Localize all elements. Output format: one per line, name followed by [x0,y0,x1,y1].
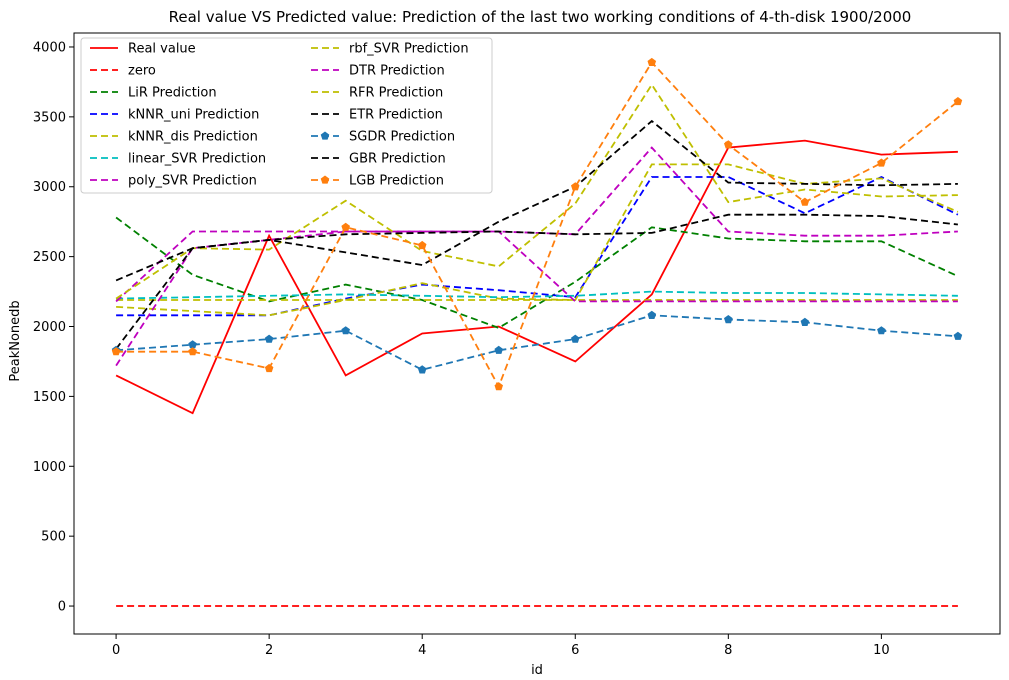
legend-box [80,37,493,194]
point-lgb-prediction-7 [647,57,657,66]
series-line-rfr-prediction [115,83,958,300]
legend: Real value zero LiR Prediction kNNR_uni Pre… [80,37,493,194]
point-sgdr-prediction-3 [341,326,350,335]
y-tick-label-3: 1500 [33,390,66,405]
legend-marker-lgb-prediction [320,175,330,184]
point-lgb-prediction-4 [417,240,427,250]
x-tick-label-5: 10 [873,643,890,658]
point-lgb-prediction-3 [341,222,350,231]
legend-label-zero: zero [128,64,156,79]
y-tick-label-1: 500 [41,530,66,545]
legend-label-lir-prediction: LiR Prediction [128,86,217,101]
plot-frame [73,32,1001,635]
y-axis-label: PeakNonedb [8,300,23,381]
legend-item-knnr-dis-prediction: kNNR_dis Prediction [90,130,258,145]
series-group [111,57,963,607]
point-sgdr-prediction-4 [417,365,427,374]
legend-label-rfr-prediction: RFR Prediction [349,86,443,101]
x-tick-label-4: 8 [724,643,732,658]
series-line-lir-prediction [115,216,959,329]
point-lgb-prediction-10 [877,158,886,167]
plot-area [111,57,963,607]
legend-label-linear-svr-prediction: linear_SVR Prediction [128,152,266,167]
x-tick-label-0: 0 [112,643,120,658]
legend-item-sgdr-prediction: SGDR Prediction [311,130,455,145]
legend-label-real-value: Real value [128,42,196,57]
legend-item-knnr-uni-prediction: kNNR_uni Prediction [90,108,259,123]
legend-label-lgb-prediction: LGB Prediction [349,174,444,189]
x-tick-label-1: 2 [265,643,273,658]
legend-label-gbr-prediction: GBR Prediction [349,152,446,167]
legend-label-etr-prediction: ETR Prediction [349,108,443,123]
legend-item-etr-prediction: ETR Prediction [311,108,443,123]
x-tick-label-3: 6 [571,643,579,658]
legend-label-rbf-svr-prediction: rbf_SVR Prediction [349,42,469,57]
point-sgdr-prediction-1 [188,340,197,349]
chart-title: Real value VS Predicted value: Predictio… [169,8,912,26]
point-lgb-prediction-1 [188,347,197,356]
point-sgdr-prediction-9 [800,317,810,326]
legend-item-rbf-svr-prediction: rbf_SVR Prediction [311,42,469,57]
point-lgb-prediction-2 [264,363,274,373]
series-line-dtr-prediction [115,230,958,303]
point-lgb-prediction-8 [724,140,733,149]
series-line-lgb-prediction [116,60,959,389]
legend-label-knnr-dis-prediction: kNNR_dis Prediction [128,130,258,145]
y-tick-label-5: 2500 [33,250,66,265]
point-sgdr-prediction-8 [724,315,733,324]
legend-item-dtr-prediction: DTR Prediction [311,64,445,79]
legend-label-knnr-uni-prediction: kNNR_uni Prediction [128,108,259,123]
legend-label-sgdr-prediction: SGDR Prediction [349,130,455,145]
legend-item-real-value: Real value [90,42,196,57]
point-lgb-prediction-5 [494,382,503,391]
y-tick-label-4: 2000 [33,320,66,335]
legend-marker-sgdr-prediction [320,131,330,140]
series-line-sgdr-prediction [116,314,958,371]
y-tick-label-2: 1000 [33,460,66,475]
series-line-knnr-uni-prediction [116,176,959,317]
y-tick-label-6: 3000 [33,180,66,195]
y-tick-label-7: 3500 [33,110,66,125]
point-sgdr-prediction-7 [647,310,657,319]
legend-item-zero: zero [90,64,156,79]
legend-item-gbr-prediction: GBR Prediction [311,152,446,167]
x-tick-label-2: 4 [418,643,426,658]
x-axis-label: id [531,663,543,678]
point-lgb-prediction-11 [953,97,963,106]
legend-item-poly-svr-prediction: poly_SVR Prediction [90,174,257,189]
point-sgdr-prediction-6 [571,334,580,343]
point-sgdr-prediction-11 [953,331,963,340]
axes: 0 2 4 6 8 10 0 500 1000 1500 2000 2500 3000 3500 4000 [33,32,1001,658]
y-tick-label-8: 4000 [33,40,66,55]
y-tick-label-0: 0 [58,600,66,615]
point-sgdr-prediction-10 [877,326,886,335]
legend-item-lgb-prediction: LGB Prediction [311,174,444,189]
legend-item-linear-svr-prediction: linear_SVR Prediction [90,152,266,167]
legend-label-dtr-prediction: DTR Prediction [349,64,445,79]
series-line-linear-svr-prediction [116,290,958,300]
point-lgb-prediction-0 [111,347,121,356]
point-lgb-prediction-6 [571,182,580,191]
point-sgdr-prediction-2 [264,334,274,343]
point-lgb-prediction-9 [800,197,810,206]
point-sgdr-prediction-5 [494,345,503,354]
legend-label-poly-svr-prediction: poly_SVR Prediction [128,174,257,189]
legend-item-lir-prediction: LiR Prediction [90,86,217,101]
legend-item-rfr-prediction: RFR Prediction [311,86,443,101]
series-line-gbr-prediction [115,119,958,282]
